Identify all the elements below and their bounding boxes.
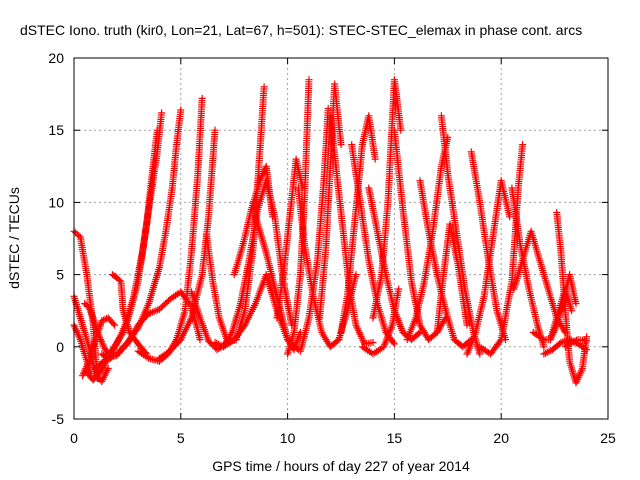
x-tick-label: 10 <box>280 430 296 446</box>
data-series-arc-22 <box>296 105 332 355</box>
data-series-arc-13 <box>188 288 227 354</box>
x-tick-label: 20 <box>493 430 509 446</box>
data-series-arc-44 <box>540 336 591 358</box>
data-series-arc-29 <box>369 76 405 322</box>
data-point-markers <box>188 288 227 354</box>
data-series-arc-25 <box>337 112 379 336</box>
data-point-markers <box>390 126 450 344</box>
y-tick-label: 0 <box>56 339 64 355</box>
y-tick-label: 20 <box>48 50 64 66</box>
data-point-markers <box>230 162 277 279</box>
chart-title: dSTEC Iono. truth (kir0, Lon=21, Lat=67,… <box>20 22 582 38</box>
data-point-markers <box>108 271 151 358</box>
data-point-markers <box>358 285 403 358</box>
data-marks <box>70 76 591 387</box>
x-tick-label: 15 <box>387 430 403 446</box>
y-tick-label: -5 <box>52 411 65 427</box>
plot-frame <box>73 57 609 420</box>
y-tick-label: 10 <box>48 194 64 210</box>
y-tick-label: 15 <box>48 122 64 138</box>
y-tick-label: 5 <box>56 267 64 283</box>
data-series-arc-08 <box>108 271 151 358</box>
x-tick-labels: 0 5 10 15 20 25 <box>70 430 616 446</box>
data-point-markers <box>273 155 307 322</box>
x-tick-label: 0 <box>70 430 78 446</box>
data-point-markers <box>553 209 591 387</box>
data-point-markers <box>540 336 591 358</box>
data-series-arc-23 <box>316 80 345 322</box>
data-point-markers <box>98 288 204 362</box>
data-point-markers <box>369 76 405 322</box>
y-tick-labels: -5 0 5 10 15 20 <box>48 50 64 427</box>
data-series-arc-10 <box>98 288 204 362</box>
data-series-arc-36 <box>467 148 509 344</box>
data-series-arc-30 <box>390 126 450 344</box>
data-point-markers <box>316 80 345 322</box>
data-series-arc-19 <box>273 155 307 322</box>
data-point-markers <box>467 148 509 344</box>
data-series-arc-42 <box>553 209 591 387</box>
data-point-markers <box>337 112 379 336</box>
x-axis-label: GPS time / hours of day 227 of year 2014 <box>212 458 470 474</box>
x-tick-label: 25 <box>600 430 616 446</box>
x-tick-label: 5 <box>177 430 185 446</box>
data-point-markers <box>296 105 332 355</box>
data-series-arc-17 <box>230 162 277 279</box>
y-axis-label: dSTEC / TECUs <box>6 187 22 289</box>
data-series-arc-28 <box>358 285 403 358</box>
